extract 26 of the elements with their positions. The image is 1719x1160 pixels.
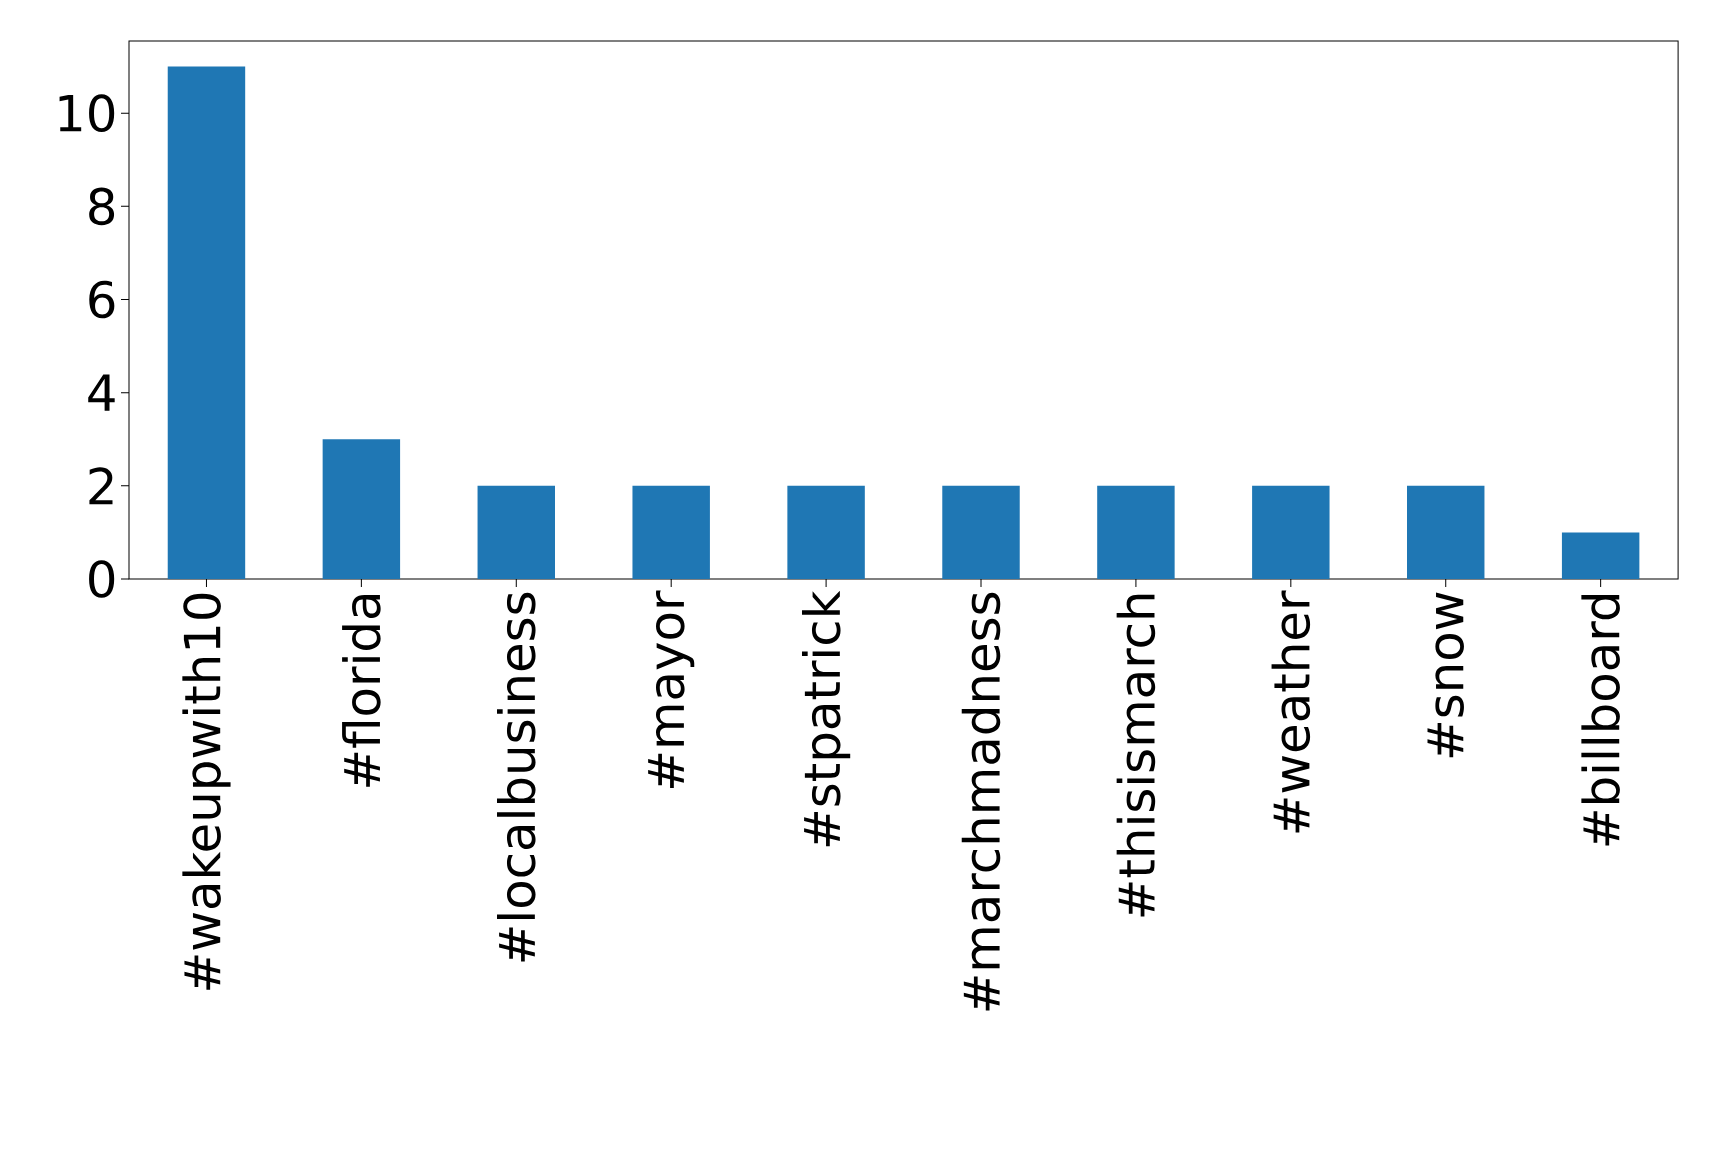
x-tick-label: #localbusiness — [497, 592, 536, 962]
bar — [322, 439, 401, 579]
bar — [1097, 485, 1175, 579]
x-tick-label: #florida — [342, 595, 381, 787]
y-tick-label: 10 — [59, 94, 115, 133]
y-tick-label: 0 — [89, 560, 115, 598]
x-tick-label: #marchmadness — [961, 592, 1001, 1011]
x-tick-label: #snow — [1427, 592, 1464, 758]
x-tick-label: #billboard — [1581, 594, 1620, 846]
x-tick-label: #weather — [1271, 590, 1311, 833]
x-tick-label: #mayor — [648, 590, 695, 788]
bar — [942, 485, 1020, 579]
y-tick-label: 4 — [88, 374, 115, 411]
y-tick-label: 2 — [89, 467, 113, 505]
x-tick-label: #wakeupwith10 — [182, 593, 231, 990]
y-tick-label: 6 — [89, 280, 115, 319]
bar — [167, 66, 246, 579]
bar — [787, 485, 865, 579]
x-tick-label: #thisismarch — [1116, 594, 1156, 917]
bar — [1407, 485, 1485, 579]
bar — [477, 485, 555, 579]
bar — [1252, 485, 1330, 579]
y-tick-label: 8 — [89, 187, 115, 226]
bar — [1561, 532, 1640, 579]
bar — [632, 485, 710, 579]
x-tick-label: #stpatrick — [802, 590, 851, 847]
